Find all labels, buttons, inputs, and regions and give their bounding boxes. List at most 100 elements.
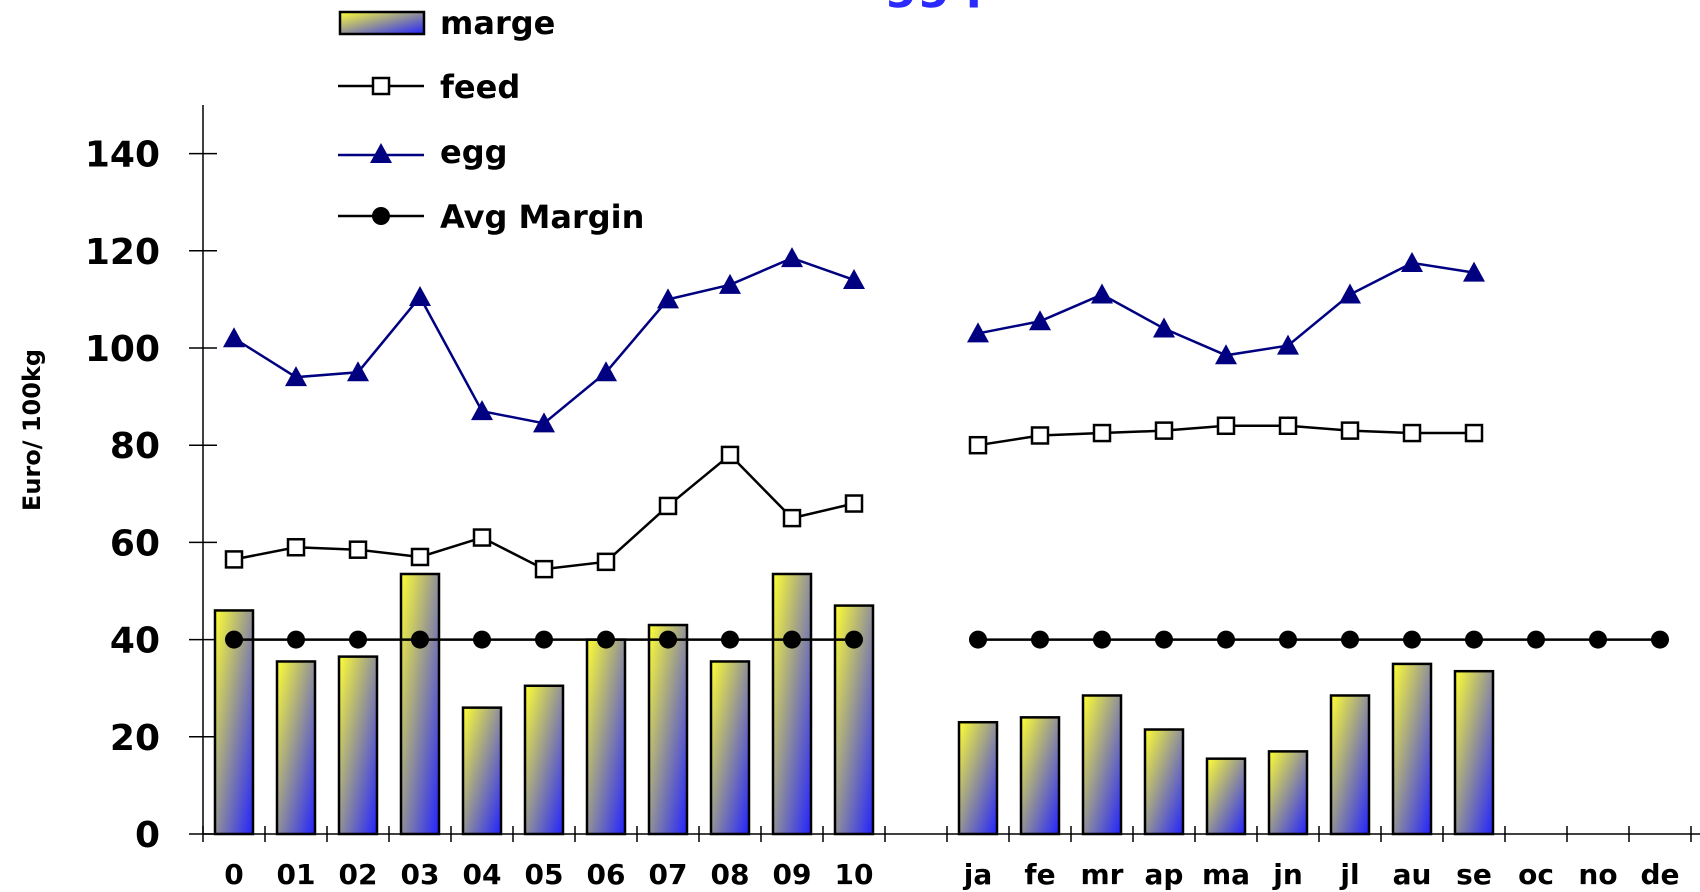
x-tick-label: 01	[277, 858, 316, 891]
bar-marge	[1019, 716, 1061, 836]
x-tick-label: ja	[963, 858, 993, 891]
y-tick-label: 20	[110, 718, 160, 759]
bar-marge	[337, 655, 379, 836]
legend-avg-marker	[372, 207, 390, 225]
x-tick-label: 05	[525, 858, 564, 891]
avg-margin-marker	[969, 630, 987, 649]
y-tick-label: 80	[110, 426, 160, 467]
bar-marge	[1391, 662, 1433, 836]
x-tick-label: 07	[649, 858, 688, 891]
egg-marker	[1463, 261, 1485, 282]
avg-margin-marker	[411, 630, 429, 649]
feed-line	[233, 453, 855, 571]
x-tick-label: 06	[587, 858, 626, 891]
bar-marge	[709, 660, 751, 836]
feed-marker	[1154, 421, 1174, 440]
avg-margin-marker	[1651, 630, 1669, 649]
x-tick-label: 08	[711, 858, 750, 891]
bar-marge	[399, 572, 441, 836]
y-tick-label: 100	[85, 329, 160, 370]
avg-margin-marker	[1403, 630, 1421, 649]
egg-marker	[1215, 344, 1237, 365]
avg-margin-marker	[1341, 630, 1359, 649]
egg-marker	[719, 273, 741, 294]
feed-marker	[286, 538, 306, 557]
feed-marker	[534, 559, 554, 579]
x-tick-label: se	[1456, 858, 1492, 891]
egg-line	[233, 256, 855, 425]
x-tick-label: ap	[1145, 858, 1184, 891]
legend: marge feed egg Avg Margin	[338, 4, 644, 236]
feed-marker	[1216, 416, 1236, 436]
x-tick-label: de	[1640, 858, 1679, 891]
bar-marge	[275, 660, 317, 836]
feed-marker	[968, 435, 988, 455]
avg-margin-marker	[1279, 630, 1297, 649]
x-tick-label: mr	[1081, 858, 1124, 891]
egg-marker	[1029, 310, 1051, 331]
avg-margin-marker	[473, 630, 491, 649]
y-tick-labels: 0 20 40 60 80 100 120 140	[85, 135, 160, 856]
x-tick-label: 10	[835, 858, 874, 891]
bar-marge	[1081, 694, 1123, 836]
bar-marge	[585, 638, 627, 836]
x-tick-label: no	[1578, 858, 1617, 891]
bar-marge	[461, 706, 503, 836]
egg-marker	[1091, 283, 1113, 304]
y-tick-label: 120	[85, 232, 160, 273]
egg-marker	[843, 268, 865, 289]
avg-margin-marker	[1031, 630, 1049, 649]
egg-marker	[223, 327, 245, 348]
legend-marge-swatch	[338, 10, 426, 36]
egg-line	[977, 261, 1475, 357]
avg-margin-marker	[349, 630, 367, 649]
chart-title: in Egg production	[788, 0, 1248, 9]
egg-marker	[1153, 317, 1175, 338]
feed-marker	[782, 508, 802, 528]
feed-marker	[658, 496, 678, 516]
egg-marker	[781, 247, 803, 268]
x-tick-labels: 0 01 02 03 04 05 06 07 08 09 10 ja fe mr ap ma jn jl au se o…	[224, 858, 1679, 891]
legend-feed-marker	[371, 76, 391, 96]
egg-marker	[1339, 283, 1361, 304]
x-tick-label: jl	[1339, 858, 1359, 891]
y-tick-label: 0	[135, 815, 160, 856]
egg-marker	[657, 288, 679, 309]
x-tick-label: ma	[1202, 858, 1250, 891]
bar-marge	[647, 623, 689, 836]
bar-marge	[1205, 757, 1247, 836]
x-tick-label: au	[1393, 858, 1432, 891]
feed-marker	[1340, 421, 1360, 440]
y-axis-label: Euro/ 100kg	[18, 349, 46, 511]
avg-margin-marker	[1465, 630, 1483, 649]
series-lines	[233, 256, 1660, 641]
bar-marge	[957, 720, 999, 836]
egg-marker	[285, 366, 307, 387]
avg-margin-marker	[783, 630, 801, 649]
bar-marge	[1329, 694, 1371, 836]
egg-marker	[1401, 251, 1423, 272]
avg-margin-marker	[287, 630, 305, 649]
axes	[189, 105, 1700, 842]
egg-marker	[471, 400, 493, 421]
avg-margin-marker	[597, 630, 615, 649]
egg-marker	[409, 285, 431, 306]
feed-marker	[224, 550, 244, 569]
avg-margin-marker	[659, 630, 677, 649]
feed-marker	[596, 552, 616, 572]
egg-marker	[1277, 334, 1299, 355]
x-tick-label: oc	[1518, 858, 1554, 891]
avg-margin-marker	[845, 630, 863, 649]
bar-marge	[1453, 669, 1495, 836]
x-tick-label: 04	[463, 858, 502, 891]
bars	[213, 572, 1495, 836]
avg-margin-marker	[1155, 630, 1173, 649]
avg-margin-marker	[1527, 630, 1545, 649]
y-tick-label: 40	[110, 621, 160, 662]
bar-marge	[1267, 750, 1309, 836]
avg-margin-marker	[1217, 630, 1235, 649]
x-tick-label: jn	[1272, 858, 1303, 891]
x-tick-label: fe	[1024, 858, 1055, 891]
x-tick-label: 0	[224, 858, 243, 891]
